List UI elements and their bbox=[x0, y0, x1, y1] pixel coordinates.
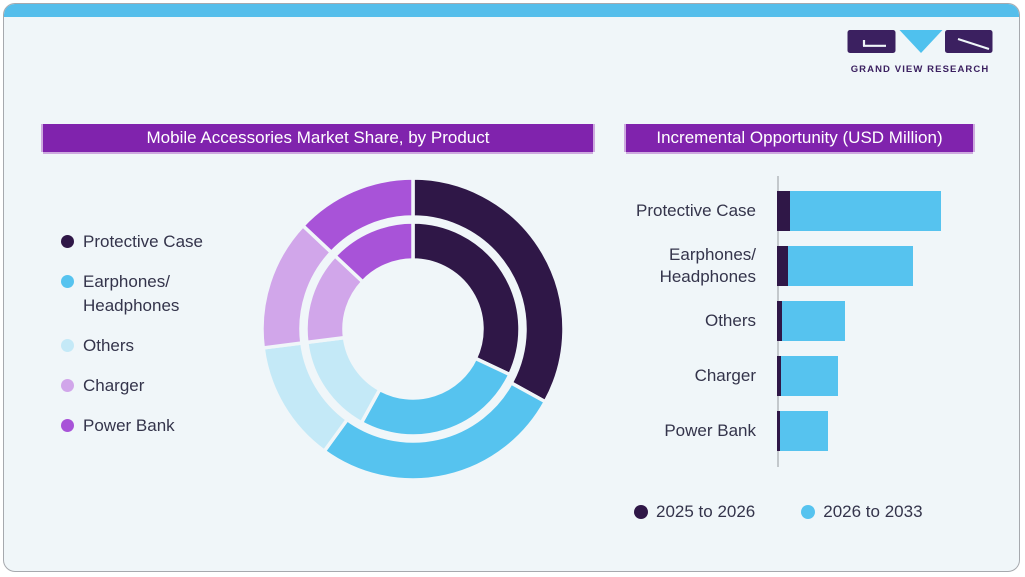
legend-label: 2026 to 2033 bbox=[823, 502, 923, 521]
bar-track bbox=[777, 301, 846, 341]
bar-row: Others bbox=[626, 301, 941, 341]
legend-swatch-icon bbox=[801, 505, 816, 519]
legend-swatch-icon bbox=[61, 275, 74, 288]
report-card: GRAND VIEW RESEARCH Mobile Accessories M… bbox=[3, 3, 1020, 572]
bar-row: Charger bbox=[626, 356, 941, 396]
bar-segment-2026-to-2033 bbox=[781, 301, 846, 341]
legend-label: Charger bbox=[83, 376, 145, 395]
bar-segment-2025-to-2026 bbox=[777, 301, 782, 341]
donut-legend-item: Protective Case bbox=[61, 230, 203, 254]
logo-v-icon bbox=[899, 30, 943, 53]
donut-legend-item: Others bbox=[61, 334, 203, 358]
legend-label: Protective Case bbox=[83, 232, 203, 251]
donut-legend-item: Power Bank bbox=[61, 414, 203, 438]
bar-category-label: Others bbox=[704, 311, 756, 330]
donut-legend-item: Earphones/ Headphones bbox=[61, 270, 203, 318]
bar-category-label: Protective Case bbox=[636, 201, 756, 220]
bar-segment-2025-to-2026 bbox=[777, 246, 789, 286]
bar-segment-2025-to-2026 bbox=[777, 191, 791, 231]
legend-swatch-icon bbox=[634, 505, 648, 519]
bar-chart-legend: 2025 to 2026 2026 to 2033 bbox=[634, 502, 923, 522]
bar-segment-2025-to-2026 bbox=[777, 411, 781, 451]
legend-label: Power Bank bbox=[83, 416, 175, 435]
bar-segment-2026-to-2033 bbox=[781, 356, 839, 396]
bar-track bbox=[777, 246, 914, 286]
bar-category-label: Earphones/ Headphones bbox=[659, 245, 756, 286]
gvr-logo: GRAND VIEW RESEARCH bbox=[847, 29, 993, 75]
legend-swatch-icon bbox=[61, 235, 74, 248]
gvr-logo-icon bbox=[847, 30, 993, 53]
bar-track bbox=[777, 356, 839, 396]
donut-chart-title: Mobile Accessories Market Share, by Prod… bbox=[43, 124, 593, 152]
bar-track bbox=[777, 411, 828, 451]
bar-row: Power Bank bbox=[626, 411, 941, 451]
bar-segment-2025-to-2026 bbox=[777, 356, 782, 396]
bar-segment-2026-to-2033 bbox=[790, 191, 941, 231]
bar-chart-rows: Protective Case Earphones/ Headphones Othe… bbox=[626, 191, 941, 451]
logo-text: GRAND VIEW RESEARCH bbox=[850, 64, 990, 75]
bar-row: Earphones/ Headphones bbox=[626, 245, 941, 286]
bar-segment-2026-to-2033 bbox=[788, 246, 914, 286]
bar-legend-item: 2026 to 2033 bbox=[801, 502, 923, 522]
legend-swatch-icon bbox=[61, 419, 74, 432]
donut-outer-segment bbox=[301, 176, 415, 255]
donut-inner-segment bbox=[333, 220, 415, 284]
legend-label: Earphones/ Headphones bbox=[83, 272, 180, 315]
bar-segment-2026-to-2033 bbox=[780, 411, 828, 451]
donut-legend: Protective Case Earphones/ Headphones Othe… bbox=[61, 230, 203, 438]
legend-label: Others bbox=[83, 336, 135, 355]
bar-row: Protective Case bbox=[626, 191, 941, 231]
legend-swatch-icon bbox=[61, 339, 74, 352]
bar-category-label: Power Bank bbox=[664, 421, 756, 440]
bar-legend-item: 2025 to 2026 bbox=[634, 502, 755, 522]
top-accent-bar bbox=[4, 4, 1019, 17]
legend-swatch-icon bbox=[61, 379, 74, 392]
bar-chart-title: Incremental Opportunity (USD Million) bbox=[626, 124, 973, 152]
bar-category-label: Charger bbox=[694, 366, 756, 385]
donut-legend-item: Charger bbox=[61, 374, 203, 398]
bar-track bbox=[777, 191, 941, 231]
legend-label: 2025 to 2026 bbox=[656, 502, 756, 521]
donut-chart bbox=[258, 174, 568, 484]
